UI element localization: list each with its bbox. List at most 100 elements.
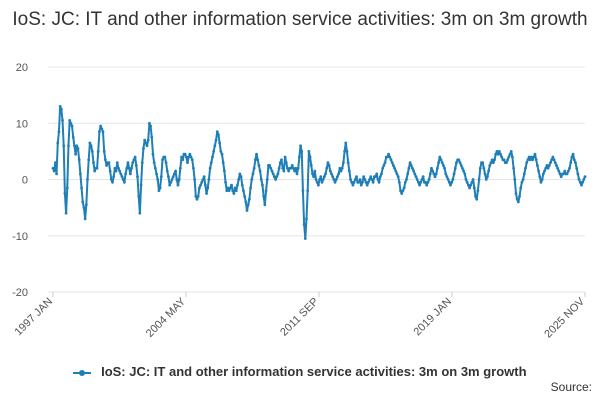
data-point[interactable] [158, 186, 162, 190]
data-point[interactable] [357, 180, 361, 184]
data-point[interactable] [439, 158, 443, 162]
data-point[interactable] [431, 169, 435, 173]
data-point[interactable] [148, 121, 151, 125]
data-point[interactable] [92, 161, 95, 165]
data-point[interactable] [282, 169, 286, 173]
data-point[interactable] [552, 158, 556, 162]
data-point[interactable] [87, 158, 91, 162]
data-point[interactable] [195, 197, 199, 201]
data-point[interactable] [389, 158, 393, 162]
data-point[interactable] [284, 161, 288, 165]
data-point[interactable] [482, 166, 486, 170]
data-point[interactable] [377, 180, 381, 184]
data-point[interactable] [366, 180, 370, 184]
data-point[interactable] [382, 164, 386, 167]
data-point[interactable] [340, 166, 344, 170]
data-point[interactable] [558, 172, 562, 176]
data-point[interactable] [541, 172, 545, 176]
data-point[interactable] [306, 189, 310, 193]
data-point[interactable] [270, 169, 274, 173]
data-point[interactable] [486, 175, 489, 179]
data-point[interactable] [301, 189, 305, 193]
data-point[interactable] [115, 161, 119, 165]
data-point[interactable] [440, 161, 444, 165]
data-point[interactable] [247, 197, 251, 201]
data-point[interactable] [513, 178, 517, 181]
data-point[interactable] [164, 161, 168, 165]
data-point[interactable] [95, 166, 99, 170]
data-point[interactable] [458, 161, 462, 165]
data-point[interactable] [246, 203, 250, 207]
data-point[interactable] [525, 161, 529, 165]
data-point[interactable] [226, 186, 230, 190]
data-point[interactable] [441, 164, 445, 167]
data-point[interactable] [207, 178, 211, 181]
data-point[interactable] [428, 172, 432, 176]
data-point[interactable] [170, 178, 174, 181]
data-point[interactable] [347, 169, 351, 173]
data-point[interactable] [438, 155, 442, 159]
data-point[interactable] [190, 158, 194, 162]
data-point[interactable] [540, 178, 544, 181]
data-point[interactable] [484, 178, 488, 181]
data-point[interactable] [292, 166, 295, 170]
data-point[interactable] [522, 172, 526, 176]
data-point[interactable] [213, 144, 217, 148]
data-point[interactable] [514, 192, 518, 195]
data-point[interactable] [512, 166, 515, 170]
data-point[interactable] [569, 161, 573, 165]
data-point[interactable] [370, 178, 374, 181]
data-point[interactable] [214, 138, 218, 142]
data-point[interactable] [255, 152, 258, 156]
data-point[interactable] [225, 189, 229, 193]
data-point[interactable] [334, 178, 338, 181]
data-point[interactable] [430, 166, 433, 170]
data-point[interactable] [224, 180, 227, 184]
data-point[interactable] [202, 175, 206, 179]
data-point[interactable] [88, 141, 92, 145]
data-point[interactable] [281, 166, 285, 170]
data-point[interactable] [305, 217, 308, 221]
data-point[interactable] [407, 166, 411, 170]
data-point[interactable] [538, 175, 542, 179]
data-point[interactable] [259, 178, 263, 181]
data-point[interactable] [524, 166, 527, 170]
data-point[interactable] [173, 172, 176, 176]
data-point[interactable] [90, 149, 94, 153]
data-point[interactable] [437, 161, 441, 165]
data-point[interactable] [120, 175, 124, 179]
data-point[interactable] [138, 211, 142, 215]
data-point[interactable] [219, 149, 223, 153]
data-point[interactable] [52, 169, 56, 173]
data-point[interactable] [314, 178, 318, 181]
data-point[interactable] [118, 169, 122, 173]
data-point[interactable] [416, 180, 420, 184]
data-point[interactable] [290, 164, 294, 167]
data-point[interactable] [111, 180, 114, 184]
data-point[interactable] [478, 166, 482, 170]
data-point[interactable] [295, 172, 299, 176]
data-point[interactable] [80, 186, 83, 190]
data-point[interactable] [405, 178, 408, 181]
data-point[interactable] [426, 180, 430, 184]
data-point[interactable] [337, 172, 341, 176]
data-point[interactable] [518, 194, 521, 198]
data-point[interactable] [396, 175, 400, 179]
data-point[interactable] [76, 147, 80, 150]
data-point[interactable] [363, 178, 367, 181]
data-point[interactable] [280, 158, 283, 162]
data-point[interactable] [319, 175, 323, 179]
data-point[interactable] [151, 152, 155, 156]
data-point[interactable] [402, 186, 406, 190]
data-point[interactable] [262, 194, 266, 198]
data-point[interactable] [474, 194, 477, 198]
data-point[interactable] [126, 161, 130, 165]
data-point[interactable] [475, 197, 479, 201]
data-point[interactable] [167, 175, 170, 179]
data-point[interactable] [208, 166, 212, 170]
data-point[interactable] [545, 164, 549, 167]
data-point[interactable] [200, 180, 204, 184]
data-point[interactable] [263, 203, 267, 207]
data-point[interactable] [99, 124, 103, 128]
data-point[interactable] [380, 172, 383, 176]
